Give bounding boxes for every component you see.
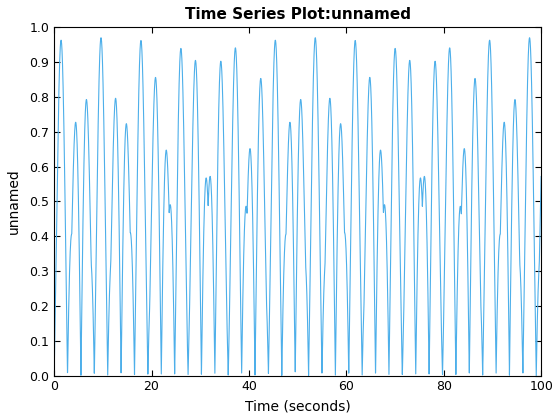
X-axis label: Time (seconds): Time (seconds) [245,399,351,413]
Title: Time Series Plot:unnamed: Time Series Plot:unnamed [185,7,410,22]
Y-axis label: unnamed: unnamed [7,168,21,234]
